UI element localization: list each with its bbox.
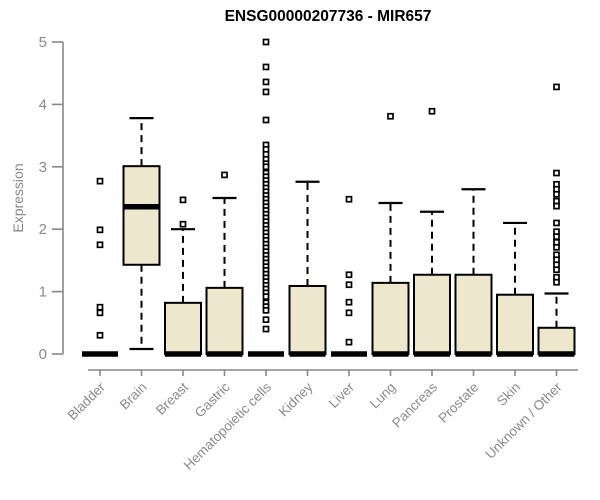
x-tick-label: Brain: [117, 380, 150, 413]
outlier-point: [221, 171, 228, 179]
x-tick-label: Pancreas: [389, 379, 440, 430]
iqr-box: [496, 293, 534, 355]
iqr-box: [537, 326, 576, 355]
x-tick-label: Breast: [153, 379, 191, 417]
iqr-box: [122, 165, 161, 266]
y-tick-label: 2: [39, 221, 47, 238]
median-bar: [248, 351, 284, 357]
median-bar: [165, 351, 201, 357]
outlier-point: [553, 169, 560, 177]
outlier-point: [96, 177, 104, 185]
x-tick-label: Prostate: [435, 380, 481, 426]
iqr-box: [288, 284, 327, 356]
outlier-point: [96, 241, 104, 249]
outlier-point: [262, 325, 270, 333]
median-bar: [82, 351, 118, 357]
outlier-point: [553, 266, 560, 274]
y-tick-label: 3: [39, 159, 47, 176]
median-bar: [331, 351, 367, 357]
outlier-point: [553, 243, 560, 251]
outlier-point: [553, 83, 560, 91]
outlier-point: [262, 78, 270, 86]
y-tick-label: 4: [39, 96, 47, 113]
outlier-point: [262, 88, 270, 96]
outlier-point: [262, 116, 270, 124]
y-tick-label: 0: [39, 346, 47, 363]
x-tick-label: Unknown / Other: [482, 379, 565, 462]
x-tick-label: Skin: [494, 380, 523, 409]
outlier-point: [96, 309, 104, 317]
outlier-point: [96, 331, 104, 339]
chart-title: ENSG00000207736 - MIR657: [224, 8, 432, 25]
outlier-point: [262, 38, 270, 46]
x-tick-label: Kidney: [276, 379, 316, 419]
outlier-point: [387, 112, 394, 120]
median-bar: [497, 351, 533, 357]
outlier-point: [345, 338, 353, 346]
outlier-point: [553, 190, 560, 198]
outlier-point: [345, 298, 353, 306]
outlier-point: [96, 226, 104, 234]
outlier-point: [262, 163, 270, 171]
outlier-point: [262, 306, 270, 314]
outlier-point: [345, 281, 353, 289]
median-bar: [455, 351, 492, 357]
median-bar: [538, 351, 575, 357]
outlier-point: [262, 63, 270, 71]
outlier-point: [553, 233, 560, 241]
iqr-box: [454, 273, 493, 356]
outlier-point: [553, 278, 560, 286]
y-tick-label: 5: [39, 34, 47, 51]
x-tick-label: Gastric: [192, 379, 233, 420]
outlier-point: [345, 195, 353, 203]
outlier-point: [262, 316, 270, 324]
x-tick-label: Liver: [326, 379, 358, 411]
outlier-point: [553, 219, 560, 227]
iqr-box: [205, 286, 244, 355]
outlier-point: [179, 196, 187, 204]
x-tick-label: Bladder: [65, 379, 109, 423]
outlier-point: [553, 202, 560, 210]
iqr-box: [371, 281, 410, 356]
outlier-point: [345, 271, 353, 279]
iqr-box: [164, 301, 202, 355]
outlier-point: [179, 220, 187, 228]
median-bar: [206, 351, 243, 357]
x-tick-label: Lung: [367, 380, 399, 412]
outlier-point: [345, 309, 353, 317]
outlier-point: [262, 293, 270, 300]
y-tick-label: 1: [39, 284, 47, 301]
outlier-point: [428, 107, 436, 115]
median-bar: [414, 351, 450, 357]
iqr-box: [413, 273, 451, 356]
median-bar: [372, 351, 409, 357]
median-bar: [123, 203, 160, 210]
outlier-point: [96, 303, 104, 311]
median-bar: [289, 351, 326, 357]
